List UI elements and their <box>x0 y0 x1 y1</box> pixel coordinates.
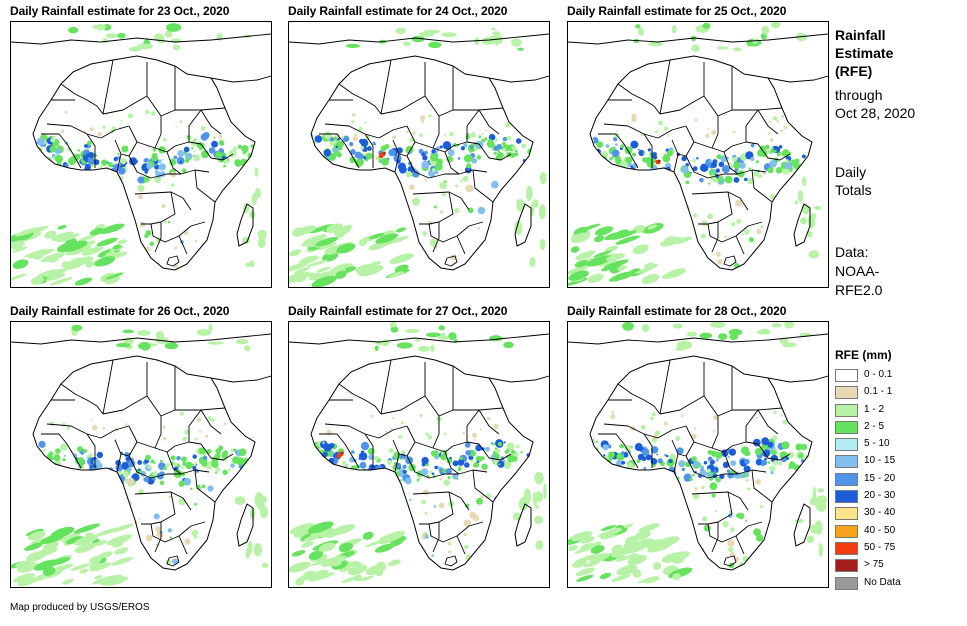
coastline <box>310 55 534 271</box>
legend-swatch <box>835 576 858 590</box>
country-borders <box>319 359 512 567</box>
arabia-coast <box>767 375 828 383</box>
africa-rainfall-map <box>289 322 549 586</box>
mediterranean-coast <box>11 333 271 345</box>
panel-title: Daily Rainfall estimate for 23 Oct., 202… <box>10 4 230 18</box>
map-frame[interactable] <box>567 21 829 288</box>
arabia-coast <box>210 375 271 383</box>
madagascar-outline <box>236 203 254 247</box>
land-mass <box>33 56 255 270</box>
legend-swatch <box>835 490 858 504</box>
legend-label: 30 - 40 <box>864 507 896 519</box>
totals-label: Totals <box>835 182 872 198</box>
map-frame[interactable] <box>10 321 272 588</box>
panel-title: Daily Rainfall estimate for 26 Oct., 202… <box>10 304 230 318</box>
legend-label: 0.1 - 1 <box>864 386 893 398</box>
panel-title: Daily Rainfall estimate for 28 Oct., 202… <box>567 304 787 318</box>
legend-label: > 75 <box>864 559 884 571</box>
side-title-line: Estimate <box>835 45 894 61</box>
arabia-coast <box>210 75 271 83</box>
coastline <box>32 355 256 571</box>
panel-title: Daily Rainfall estimate for 25 Oct., 202… <box>567 4 787 18</box>
legend-swatch <box>835 507 858 521</box>
madagascar-outline <box>236 503 254 547</box>
country-borders <box>319 59 512 267</box>
map-frame[interactable] <box>288 21 550 288</box>
mediterranean-coast <box>289 333 549 345</box>
map-frame[interactable] <box>567 321 829 588</box>
mediterranean-coast <box>289 33 549 45</box>
legend-label: 10 - 15 <box>864 455 896 467</box>
side-title-line: Rainfall <box>835 27 886 43</box>
legend-label: 40 - 50 <box>864 524 896 536</box>
madagascar-outline <box>514 203 532 247</box>
legend-label: 5 - 10 <box>864 438 890 450</box>
mediterranean-coast <box>568 333 828 345</box>
ocean-rain <box>568 322 828 584</box>
legend-swatch <box>835 438 858 452</box>
africa-rainfall-map <box>289 27 549 287</box>
coastline <box>32 55 256 271</box>
country-borders <box>598 59 791 267</box>
legend-swatch <box>835 403 858 417</box>
africa-rainfall-map <box>568 22 828 286</box>
legend-label: 20 - 30 <box>864 490 896 502</box>
country-borders <box>598 359 791 567</box>
legend-label: 1 - 2 <box>864 403 885 415</box>
legend-label: 2 - 5 <box>864 420 885 432</box>
legend-swatch <box>835 524 858 538</box>
legend-swatch <box>835 472 858 486</box>
legend-swatch <box>835 369 858 382</box>
country-borders <box>41 59 234 267</box>
ocean-rain <box>289 27 547 287</box>
ocean-rain <box>11 23 267 286</box>
footer-credit: Map produced by USGS/EROS <box>10 602 150 613</box>
map-frame[interactable] <box>10 21 272 288</box>
legend-swatch <box>835 455 858 469</box>
legend-label: 0 - 0.1 <box>864 369 893 380</box>
through-date: Oct 28, 2020 <box>835 105 916 121</box>
data-source-label: Data: <box>835 244 869 260</box>
legend-swatch <box>835 386 858 400</box>
totals-label: Daily <box>835 164 867 180</box>
coastline <box>589 55 813 271</box>
legend-swatch <box>835 420 858 434</box>
legend-label: 50 - 75 <box>864 541 896 553</box>
coastline <box>310 355 534 571</box>
country-borders <box>41 359 234 567</box>
panel-title: Daily Rainfall estimate for 24 Oct., 202… <box>288 4 508 18</box>
ocean-rain <box>568 22 822 286</box>
coastline <box>589 355 813 571</box>
legend-swatch <box>835 559 858 573</box>
data-source-label: NOAA- <box>835 263 880 279</box>
land-mass <box>590 56 812 270</box>
legend-swatch <box>835 541 858 555</box>
arabia-coast <box>488 375 549 383</box>
arabia-coast <box>488 75 549 83</box>
africa-rainfall-map <box>11 23 271 286</box>
madagascar-outline <box>514 503 532 547</box>
land-mass <box>590 356 812 570</box>
madagascar-outline <box>793 203 811 247</box>
africa-rainfall-map <box>11 323 271 587</box>
data-source-label: RFE2.0 <box>835 282 883 298</box>
africa-rainfall-map <box>568 322 828 584</box>
madagascar-outline <box>793 503 811 547</box>
legend-label: 15 - 20 <box>864 472 896 484</box>
side-title-line: (RFE) <box>835 63 873 79</box>
mediterranean-coast <box>11 33 271 45</box>
ocean-rain <box>11 323 269 587</box>
mediterranean-coast <box>568 33 828 45</box>
legend-label: No Data <box>864 576 901 588</box>
through-label: through <box>835 87 883 103</box>
arabia-coast <box>767 75 828 83</box>
map-frame[interactable] <box>288 321 550 588</box>
panel-title: Daily Rainfall estimate for 27 Oct., 202… <box>288 304 508 318</box>
legend-title: RFE (mm) <box>835 348 892 362</box>
